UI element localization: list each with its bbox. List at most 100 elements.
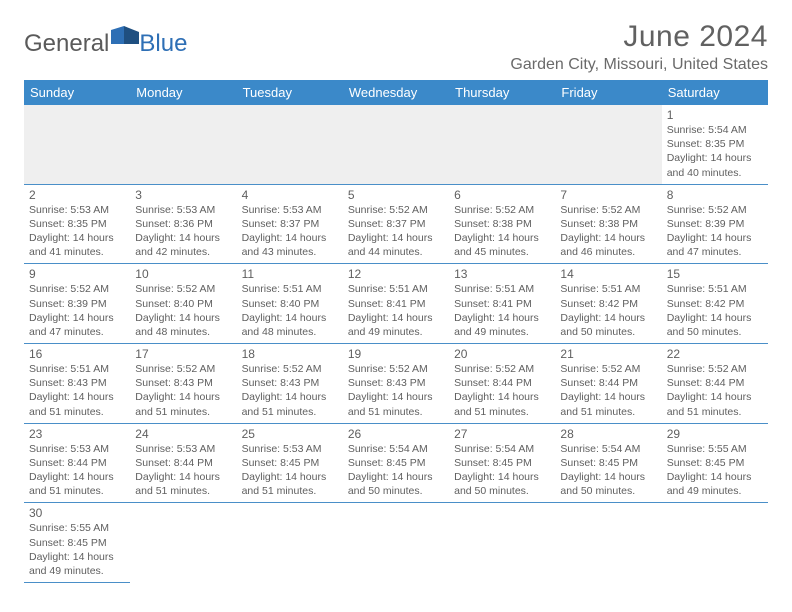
calendar-day: 25Sunrise: 5:53 AMSunset: 8:45 PMDayligh… [237,423,343,503]
day-info: Sunrise: 5:54 AMSunset: 8:45 PMDaylight:… [348,442,444,499]
calendar-day: 29Sunrise: 5:55 AMSunset: 8:45 PMDayligh… [662,423,768,503]
calendar-empty [343,503,449,583]
calendar-day: 30Sunrise: 5:55 AMSunset: 8:45 PMDayligh… [24,503,130,583]
day-info: Sunrise: 5:52 AMSunset: 8:43 PMDaylight:… [135,362,231,419]
day-number: 27 [454,427,550,441]
calendar-day: 24Sunrise: 5:53 AMSunset: 8:44 PMDayligh… [130,423,236,503]
day-info: Sunrise: 5:53 AMSunset: 8:35 PMDaylight:… [29,203,125,260]
weekday-header: Thursday [449,80,555,105]
calendar-day: 13Sunrise: 5:51 AMSunset: 8:41 PMDayligh… [449,264,555,344]
day-number: 24 [135,427,231,441]
calendar-day: 23Sunrise: 5:53 AMSunset: 8:44 PMDayligh… [24,423,130,503]
calendar-day: 19Sunrise: 5:52 AMSunset: 8:43 PMDayligh… [343,344,449,424]
calendar-row: 30Sunrise: 5:55 AMSunset: 8:45 PMDayligh… [24,503,768,583]
day-number: 28 [560,427,656,441]
day-number: 25 [242,427,338,441]
calendar-day: 8Sunrise: 5:52 AMSunset: 8:39 PMDaylight… [662,184,768,264]
calendar-day: 9Sunrise: 5:52 AMSunset: 8:39 PMDaylight… [24,264,130,344]
day-number: 20 [454,347,550,361]
calendar-day: 11Sunrise: 5:51 AMSunset: 8:40 PMDayligh… [237,264,343,344]
day-number: 9 [29,267,125,281]
day-info: Sunrise: 5:53 AMSunset: 8:37 PMDaylight:… [242,203,338,260]
day-number: 3 [135,188,231,202]
calendar-day: 28Sunrise: 5:54 AMSunset: 8:45 PMDayligh… [555,423,661,503]
weekday-header: Monday [130,80,236,105]
calendar-empty [24,105,130,184]
calendar-day: 5Sunrise: 5:52 AMSunset: 8:37 PMDaylight… [343,184,449,264]
calendar-day: 4Sunrise: 5:53 AMSunset: 8:37 PMDaylight… [237,184,343,264]
calendar-day: 3Sunrise: 5:53 AMSunset: 8:36 PMDaylight… [130,184,236,264]
day-info: Sunrise: 5:51 AMSunset: 8:41 PMDaylight:… [454,282,550,339]
calendar-day: 27Sunrise: 5:54 AMSunset: 8:45 PMDayligh… [449,423,555,503]
calendar-day: 20Sunrise: 5:52 AMSunset: 8:44 PMDayligh… [449,344,555,424]
day-number: 19 [348,347,444,361]
day-number: 14 [560,267,656,281]
day-info: Sunrise: 5:52 AMSunset: 8:44 PMDaylight:… [454,362,550,419]
calendar-row: 9Sunrise: 5:52 AMSunset: 8:39 PMDaylight… [24,264,768,344]
calendar-row: 2Sunrise: 5:53 AMSunset: 8:35 PMDaylight… [24,184,768,264]
day-info: Sunrise: 5:52 AMSunset: 8:43 PMDaylight:… [348,362,444,419]
calendar-empty [343,105,449,184]
logo-flag-icon [111,26,139,49]
calendar-day: 6Sunrise: 5:52 AMSunset: 8:38 PMDaylight… [449,184,555,264]
calendar-day: 14Sunrise: 5:51 AMSunset: 8:42 PMDayligh… [555,264,661,344]
day-number: 18 [242,347,338,361]
day-number: 1 [667,108,763,122]
day-info: Sunrise: 5:52 AMSunset: 8:43 PMDaylight:… [242,362,338,419]
calendar-day: 18Sunrise: 5:52 AMSunset: 8:43 PMDayligh… [237,344,343,424]
calendar-empty [449,105,555,184]
page: General Blue June 2024 Garden City, Miss… [0,0,792,603]
weekday-header: Friday [555,80,661,105]
calendar-day: 7Sunrise: 5:52 AMSunset: 8:38 PMDaylight… [555,184,661,264]
day-number: 4 [242,188,338,202]
day-number: 7 [560,188,656,202]
calendar-empty [237,105,343,184]
calendar-day: 17Sunrise: 5:52 AMSunset: 8:43 PMDayligh… [130,344,236,424]
calendar-day: 10Sunrise: 5:52 AMSunset: 8:40 PMDayligh… [130,264,236,344]
calendar-empty [237,503,343,583]
weekday-header: Saturday [662,80,768,105]
day-info: Sunrise: 5:53 AMSunset: 8:44 PMDaylight:… [29,442,125,499]
weekday-row: SundayMondayTuesdayWednesdayThursdayFrid… [24,80,768,105]
calendar-day: 21Sunrise: 5:52 AMSunset: 8:44 PMDayligh… [555,344,661,424]
calendar-day: 26Sunrise: 5:54 AMSunset: 8:45 PMDayligh… [343,423,449,503]
day-info: Sunrise: 5:55 AMSunset: 8:45 PMDaylight:… [667,442,763,499]
day-number: 26 [348,427,444,441]
day-info: Sunrise: 5:52 AMSunset: 8:44 PMDaylight:… [667,362,763,419]
calendar-head: SundayMondayTuesdayWednesdayThursdayFrid… [24,80,768,105]
day-number: 15 [667,267,763,281]
weekday-header: Sunday [24,80,130,105]
calendar-empty [662,503,768,583]
calendar-row: 16Sunrise: 5:51 AMSunset: 8:43 PMDayligh… [24,344,768,424]
calendar-empty [555,105,661,184]
day-info: Sunrise: 5:52 AMSunset: 8:40 PMDaylight:… [135,282,231,339]
day-info: Sunrise: 5:52 AMSunset: 8:44 PMDaylight:… [560,362,656,419]
title-block: June 2024 Garden City, Missouri, United … [510,20,768,74]
day-info: Sunrise: 5:53 AMSunset: 8:45 PMDaylight:… [242,442,338,499]
day-info: Sunrise: 5:51 AMSunset: 8:42 PMDaylight:… [560,282,656,339]
day-number: 21 [560,347,656,361]
day-info: Sunrise: 5:52 AMSunset: 8:39 PMDaylight:… [29,282,125,339]
day-number: 22 [667,347,763,361]
calendar-day: 22Sunrise: 5:52 AMSunset: 8:44 PMDayligh… [662,344,768,424]
day-number: 17 [135,347,231,361]
weekday-header: Tuesday [237,80,343,105]
day-info: Sunrise: 5:52 AMSunset: 8:37 PMDaylight:… [348,203,444,260]
day-info: Sunrise: 5:53 AMSunset: 8:44 PMDaylight:… [135,442,231,499]
day-info: Sunrise: 5:51 AMSunset: 8:40 PMDaylight:… [242,282,338,339]
day-info: Sunrise: 5:52 AMSunset: 8:39 PMDaylight:… [667,203,763,260]
day-number: 29 [667,427,763,441]
calendar-empty [555,503,661,583]
day-info: Sunrise: 5:54 AMSunset: 8:45 PMDaylight:… [454,442,550,499]
calendar-body: 1Sunrise: 5:54 AMSunset: 8:35 PMDaylight… [24,105,768,583]
day-number: 5 [348,188,444,202]
calendar-day: 16Sunrise: 5:51 AMSunset: 8:43 PMDayligh… [24,344,130,424]
day-number: 10 [135,267,231,281]
calendar-empty [130,503,236,583]
day-info: Sunrise: 5:54 AMSunset: 8:35 PMDaylight:… [667,123,763,180]
calendar-empty [449,503,555,583]
weekday-header: Wednesday [343,80,449,105]
day-info: Sunrise: 5:51 AMSunset: 8:43 PMDaylight:… [29,362,125,419]
day-number: 30 [29,506,125,520]
calendar-day: 2Sunrise: 5:53 AMSunset: 8:35 PMDaylight… [24,184,130,264]
